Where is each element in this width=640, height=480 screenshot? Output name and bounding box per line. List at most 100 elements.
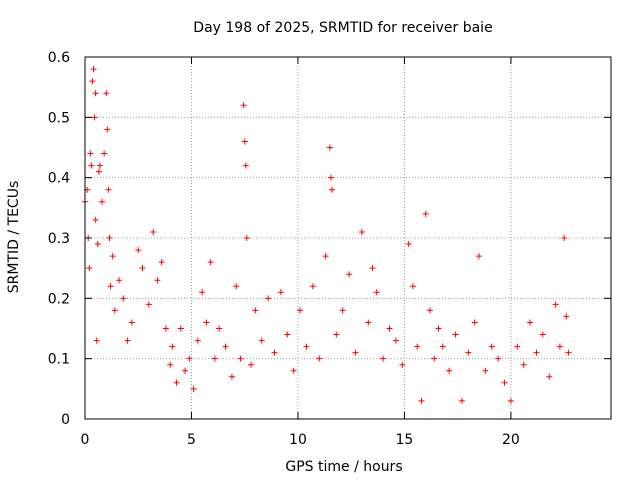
data-point [365, 319, 372, 326]
data-point [435, 325, 442, 332]
data-point [252, 307, 259, 314]
data-point [88, 162, 95, 169]
data-point [211, 355, 218, 362]
data-point [501, 379, 508, 386]
y-tick-label: 0 [61, 412, 70, 428]
x-tick-labels: 0 5 10 15 20 [81, 432, 520, 448]
data-point [322, 253, 329, 260]
grid-lines [85, 57, 611, 419]
chart-title: Day 198 of 2025, SRMTID for receiver bai… [193, 20, 492, 36]
data-point [565, 349, 572, 356]
data-point [277, 289, 284, 296]
data-point [150, 228, 157, 235]
data-point [297, 307, 304, 314]
data-point [107, 283, 114, 290]
data-point [552, 301, 559, 308]
data-point [94, 241, 101, 248]
data-point [358, 228, 365, 235]
y-tick-label: 0.2 [48, 291, 70, 307]
data-point [162, 325, 169, 332]
data-point [284, 331, 291, 338]
data-point [222, 343, 229, 350]
data-point [182, 367, 189, 374]
plot-frame [84, 56, 612, 420]
data-point [99, 198, 106, 205]
data-point [561, 235, 568, 241]
data-point [482, 367, 489, 374]
data-point [111, 307, 118, 314]
data-point [333, 331, 340, 338]
y-tick-label: 0.5 [48, 110, 70, 126]
data-point [495, 355, 502, 362]
data-point [93, 337, 100, 344]
data-point [116, 277, 123, 284]
data-point [452, 331, 459, 338]
data-point [439, 343, 446, 350]
data-point [92, 90, 99, 97]
y-axis-label: SRMTID / TECUs [6, 181, 22, 294]
data-point [109, 253, 116, 260]
data-point [380, 355, 387, 362]
data-point [248, 361, 255, 368]
data-point [90, 66, 97, 73]
data-point [167, 361, 174, 368]
data-point [258, 337, 265, 344]
data-point [87, 150, 94, 157]
axes [84, 56, 612, 420]
data-point [240, 102, 247, 109]
data-point [128, 319, 135, 326]
data-point [86, 265, 93, 272]
data-point [546, 373, 553, 380]
data-point [405, 241, 412, 248]
data-point [124, 337, 131, 344]
data-point [533, 349, 540, 356]
data-point [177, 325, 184, 332]
data-point [271, 349, 278, 356]
data-point [242, 162, 249, 169]
data-point [514, 343, 521, 350]
data-point [104, 126, 111, 133]
data-point [105, 186, 112, 193]
data-point [422, 210, 429, 217]
data-point [243, 235, 250, 241]
data-point [446, 367, 453, 374]
data-point [556, 343, 563, 350]
data-point [120, 295, 127, 302]
data-point [520, 361, 527, 368]
data-point [91, 114, 98, 121]
data-point [373, 289, 380, 296]
data-point [399, 361, 406, 368]
data-point [563, 313, 570, 320]
data-point [203, 319, 210, 326]
data-point [488, 343, 495, 350]
data-point [95, 168, 102, 175]
data-point [139, 265, 146, 272]
data-point [101, 150, 108, 157]
y-tick-labels: 0 0.1 0.2 0.3 0.4 0.5 0.6 [48, 50, 70, 428]
data-point [154, 277, 161, 284]
x-axis-label: GPS time / hours [285, 459, 402, 475]
data-point [329, 186, 336, 193]
data-point [228, 373, 235, 380]
data-point [309, 283, 316, 290]
data-point [326, 144, 333, 151]
data-point [431, 355, 438, 362]
data-point [339, 307, 346, 314]
data-point [135, 247, 142, 254]
x-tick-label: 0 [81, 432, 90, 448]
data-point [265, 295, 272, 302]
data-point [103, 90, 110, 97]
data-point [190, 385, 197, 392]
x-tick-label: 10 [289, 432, 307, 448]
data-point [303, 343, 310, 350]
data-point [316, 355, 323, 362]
data-point [106, 235, 113, 241]
data-point [475, 253, 482, 260]
data-point [173, 379, 180, 386]
data-point [241, 138, 248, 145]
data-points [82, 66, 572, 404]
y-tick-label: 0.4 [48, 171, 70, 187]
data-point [89, 78, 96, 85]
data-point [327, 174, 334, 181]
